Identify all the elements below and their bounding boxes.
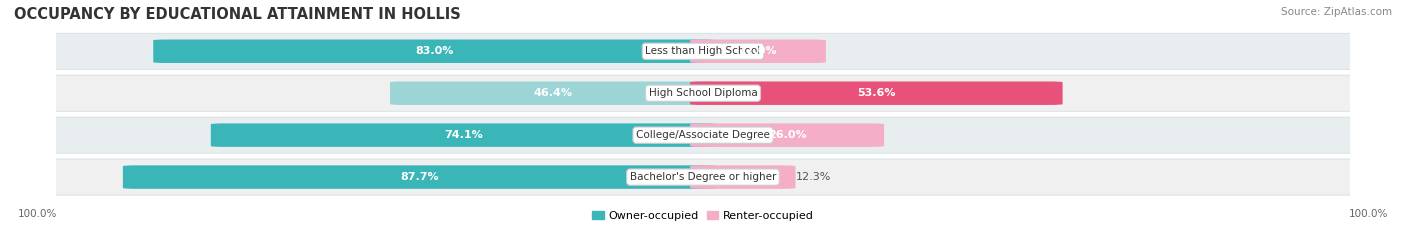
- FancyBboxPatch shape: [24, 117, 1382, 153]
- Text: High School Diploma: High School Diploma: [648, 88, 758, 98]
- Text: Source: ZipAtlas.com: Source: ZipAtlas.com: [1281, 7, 1392, 17]
- FancyBboxPatch shape: [24, 159, 1382, 195]
- FancyBboxPatch shape: [122, 165, 716, 189]
- Text: 100.0%: 100.0%: [1348, 209, 1388, 219]
- FancyBboxPatch shape: [690, 40, 825, 63]
- FancyBboxPatch shape: [690, 165, 796, 189]
- FancyBboxPatch shape: [211, 123, 716, 147]
- Text: 17.0%: 17.0%: [738, 46, 778, 56]
- Text: 74.1%: 74.1%: [444, 130, 482, 140]
- Legend: Owner-occupied, Renter-occupied: Owner-occupied, Renter-occupied: [588, 206, 818, 225]
- FancyBboxPatch shape: [690, 123, 884, 147]
- FancyBboxPatch shape: [153, 40, 716, 63]
- Text: 26.0%: 26.0%: [768, 130, 807, 140]
- Text: 87.7%: 87.7%: [401, 172, 439, 182]
- Text: 53.6%: 53.6%: [858, 88, 896, 98]
- Text: College/Associate Degree: College/Associate Degree: [636, 130, 770, 140]
- FancyBboxPatch shape: [690, 82, 1063, 105]
- Text: OCCUPANCY BY EDUCATIONAL ATTAINMENT IN HOLLIS: OCCUPANCY BY EDUCATIONAL ATTAINMENT IN H…: [14, 7, 461, 22]
- FancyBboxPatch shape: [24, 75, 1382, 111]
- Text: 46.4%: 46.4%: [533, 88, 572, 98]
- Text: Less than High School: Less than High School: [645, 46, 761, 56]
- Text: 12.3%: 12.3%: [796, 172, 831, 182]
- Text: Bachelor's Degree or higher: Bachelor's Degree or higher: [630, 172, 776, 182]
- Text: 100.0%: 100.0%: [18, 209, 58, 219]
- FancyBboxPatch shape: [24, 33, 1382, 69]
- Text: 83.0%: 83.0%: [415, 46, 454, 56]
- FancyBboxPatch shape: [389, 82, 716, 105]
